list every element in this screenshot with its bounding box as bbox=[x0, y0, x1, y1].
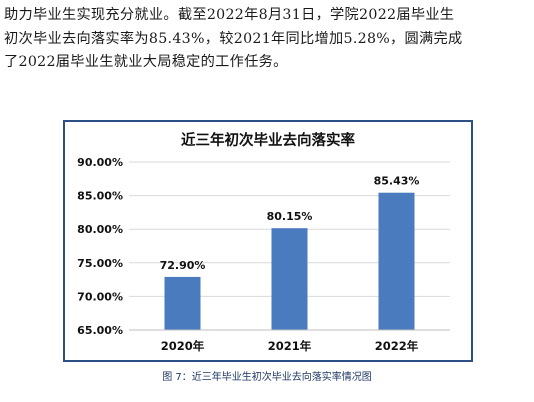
chart-frame: 近三年初次毕业去向落实率 65.00% 70.00% 75.00% 80.00% 85.… bbox=[63, 120, 473, 362]
x-axis: 2020年 2021年 2022年 bbox=[129, 329, 450, 353]
figure-caption: 图 7：近三年毕业生初次毕业去向落实率情况图 bbox=[162, 372, 372, 383]
paragraph-line: 了2022届毕业生就业大局稳定的工作任务。 bbox=[4, 54, 288, 70]
paragraph-line: 初次毕业去向落实率为85.43%，较2021年同比增加5.28%，圆满完成 bbox=[4, 30, 463, 47]
y-tick-label: 85.00% bbox=[77, 190, 123, 203]
y-tick-label: 65.00% bbox=[77, 324, 123, 337]
x-tick-label: 2020年 bbox=[161, 339, 205, 353]
bar bbox=[164, 276, 201, 330]
y-axis: 65.00% 70.00% 75.00% 80.00% 85.00% 90.00% bbox=[77, 156, 123, 337]
y-tick-label: 70.00% bbox=[77, 290, 123, 303]
body-paragraph: 助力毕业生实现充分就业。截至2022年8月31日，学院2022届毕业生 初次毕业… bbox=[4, 4, 530, 75]
bar-chart: 近三年初次毕业去向落实率 65.00% 70.00% 75.00% 80.00% 85.… bbox=[77, 131, 450, 353]
chart-title: 近三年初次毕业去向落实率 bbox=[181, 131, 355, 149]
paragraph-line: 助力毕业生实现充分就业。截至2022年8月31日，学院2022届毕业生 bbox=[4, 7, 455, 23]
bar bbox=[271, 228, 308, 330]
x-tick-label: 2022年 bbox=[375, 339, 419, 353]
x-tick-label: 2021年 bbox=[268, 339, 312, 353]
data-label: 72.90% bbox=[160, 259, 206, 272]
bar bbox=[378, 192, 415, 330]
y-tick-label: 75.00% bbox=[77, 257, 123, 270]
y-tick-label: 80.00% bbox=[77, 223, 123, 236]
data-label: 85.43% bbox=[374, 175, 420, 188]
y-tick-label: 90.00% bbox=[77, 156, 123, 169]
data-label: 80.15% bbox=[267, 210, 313, 223]
chart-bars: 72.90% 80.15% 85.43% bbox=[160, 175, 420, 330]
